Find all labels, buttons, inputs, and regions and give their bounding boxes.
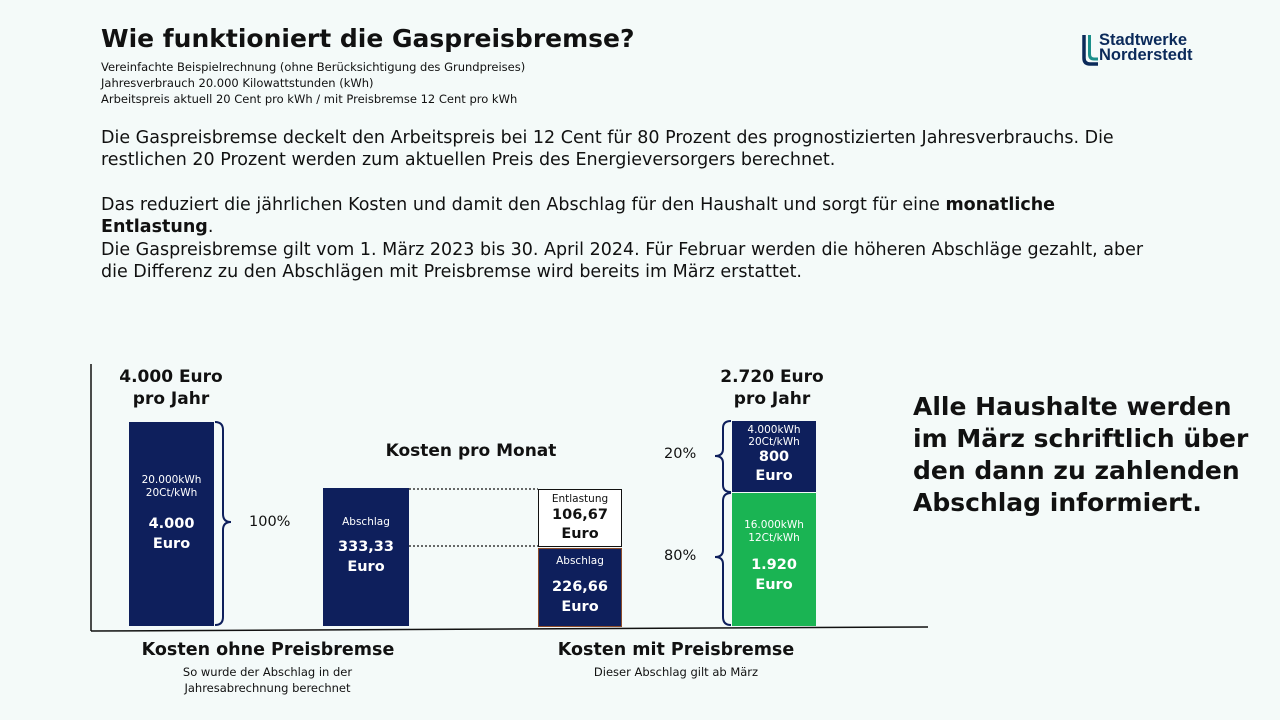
axis-horizontal	[90, 626, 929, 632]
top-rate: 20Ct/kWh	[748, 436, 800, 448]
abschlag-new-bar: Abschlag 226,66 Euro	[538, 548, 622, 627]
caption-without-cap-sub: So wurde der Abschlag in der Jahresabrec…	[182, 665, 353, 695]
capped-bottom-bar: 16.000kWh 12Ct/kWh 1.920 Euro	[732, 493, 816, 626]
abschlag-new-value: 226,66	[552, 579, 608, 595]
paragraph-period: Die Gaspreisbremse gilt vom 1. März 2023…	[101, 240, 1144, 282]
right-annual-heading: 2.720 Euro pro Jahr	[706, 366, 838, 410]
left-annual-heading: 4.000 Euro pro Jahr	[105, 366, 237, 410]
entlastung-label: Entlastung	[551, 493, 609, 505]
entlastung-unit: Euro	[561, 526, 599, 542]
abschlag-new-label: Abschlag	[556, 555, 604, 567]
percent-20: 20%	[664, 446, 697, 462]
paragraph-relief-text: Das reduziert die jährlichen Kosten und …	[101, 195, 946, 215]
abschlag-new-unit: Euro	[561, 599, 599, 615]
capped-top-bar: 4.000kWh 20Ct/kWh 800 Euro	[732, 421, 816, 492]
annual-rate: 20Ct/kWh	[145, 487, 198, 499]
abschlag-old-bar: Abschlag 333,33 Euro	[323, 488, 409, 626]
paragraph-cap: Die Gaspreisbremse deckelt den Arbeitspr…	[101, 128, 1114, 170]
bottom-kwh: 16.000kWh	[744, 519, 804, 531]
page-title: Wie funktioniert die Gaspreisbremse?	[101, 24, 635, 53]
brace-80-icon	[714, 492, 732, 626]
notification-callout: Alle Haushalte werden im März schriftlic…	[913, 392, 1249, 517]
entlastung-value: 106,67	[552, 507, 608, 523]
subtitle-price: Arbeitspreis aktuell 20 Cent pro kWh / m…	[101, 92, 518, 106]
percent-100: 100%	[249, 514, 291, 530]
left-annual-unit: pro Jahr	[132, 389, 210, 409]
abschlag-old-unit: Euro	[347, 559, 385, 575]
entlastung-box: Entlastung 106,67 Euro	[538, 489, 622, 547]
annual-amount-unit: Euro	[152, 536, 191, 552]
brace-20-icon	[714, 420, 732, 493]
logo-mark-icon	[1082, 35, 1098, 66]
bottom-amount-unit: Euro	[755, 577, 793, 593]
annual-cost-bar: 20.000kWh 20Ct/kWh 4.000 Euro	[129, 422, 214, 626]
right-annual-unit: pro Jahr	[733, 389, 811, 409]
paragraph-relief: Das reduziert die jährlichen Kosten und …	[101, 194, 1161, 238]
monthly-title: Kosten pro Monat	[385, 441, 557, 461]
top-amount: 800	[758, 449, 790, 465]
abschlag-old-value: 333,33	[338, 539, 394, 555]
top-amount-unit: Euro	[755, 468, 793, 484]
bottom-amount: 1.920	[751, 557, 797, 573]
annual-kwh: 20.000kWh	[141, 474, 202, 486]
caption-without-cap: Kosten ohne Preisbremse	[141, 640, 395, 660]
paragraph-relief-end: .	[207, 217, 214, 237]
subtitle-consumption: Jahresverbrauch 20.000 Kilowattstunden (…	[101, 76, 374, 90]
monthly-relief-emphasis: monatliche Entlastung	[101, 195, 1056, 237]
brace-100-icon	[214, 421, 232, 626]
stadtwerke-logo: Stadtwerke Norderstedt	[1082, 31, 1242, 67]
logo-line-1: Stadtwerke	[1099, 31, 1188, 49]
abschlag-old-label: Abschlag	[342, 516, 390, 528]
caption-with-cap: Kosten mit Preisbremse	[557, 640, 795, 660]
annual-amount: 4.000	[148, 516, 195, 532]
percent-80: 80%	[664, 548, 697, 564]
right-annual-amount: 2.720 Euro	[720, 367, 824, 387]
bottom-rate: 12Ct/kWh	[748, 532, 800, 544]
top-kwh: 4.000kWh	[747, 424, 801, 436]
left-annual-amount: 4.000 Euro	[119, 367, 223, 387]
logo-line-2: Norderstedt	[1099, 46, 1193, 64]
subtitle-calculation: Vereinfachte Beispielrechnung (ohne Berü…	[101, 60, 526, 74]
caption-with-cap-sub: Dieser Abschlag gilt ab März	[593, 665, 759, 679]
